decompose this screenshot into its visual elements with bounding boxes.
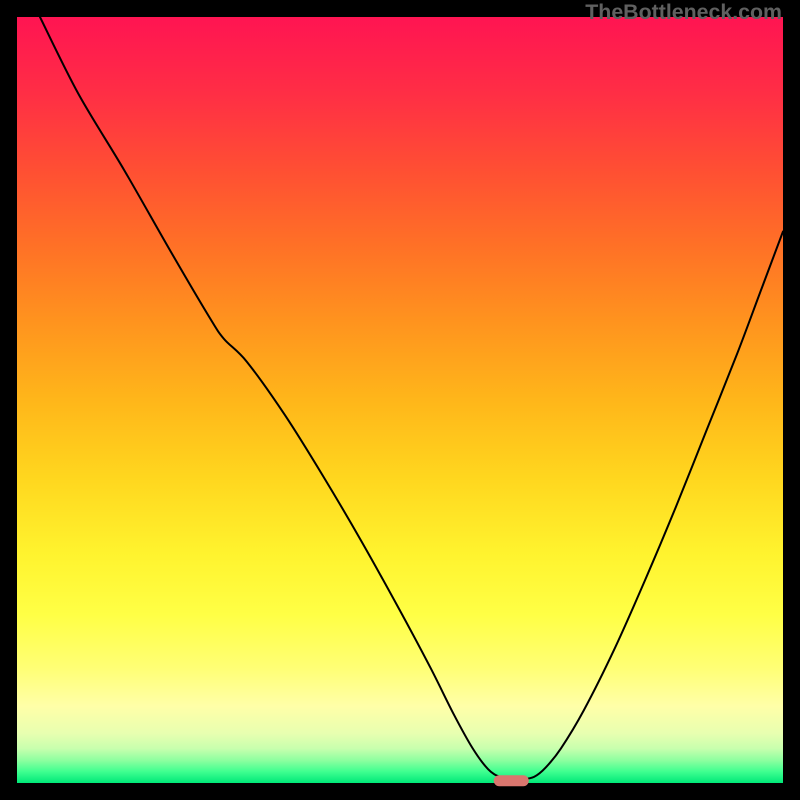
chart-frame: TheBottleneck.com	[0, 0, 800, 800]
optimum-marker	[494, 775, 528, 786]
curve-layer	[17, 17, 783, 783]
plot-area	[17, 17, 783, 783]
watermark-text: TheBottleneck.com	[585, 0, 782, 25]
bottleneck-curve	[40, 17, 783, 779]
